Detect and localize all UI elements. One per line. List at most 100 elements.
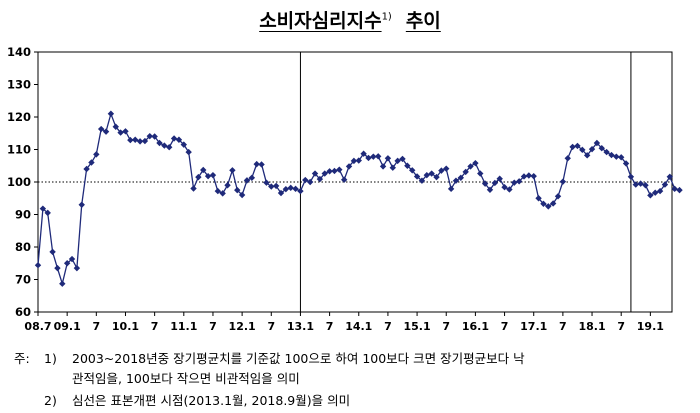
data-point xyxy=(132,136,139,143)
y-tick-label: 100 xyxy=(7,175,31,189)
data-point xyxy=(549,200,557,207)
data-point xyxy=(671,185,678,193)
data-point xyxy=(365,154,372,162)
data-point xyxy=(583,152,591,159)
data-point xyxy=(438,167,445,174)
data-point xyxy=(224,182,231,189)
y-tick-label: 110 xyxy=(7,143,31,157)
data-point xyxy=(297,187,304,195)
data-point xyxy=(263,179,270,186)
data-point xyxy=(462,168,469,176)
data-point xyxy=(141,137,149,145)
data-point xyxy=(506,186,513,193)
x-tick-label: 08.7 xyxy=(24,320,51,333)
data-point xyxy=(311,170,319,177)
data-point xyxy=(569,143,576,151)
data-point xyxy=(467,163,474,170)
data-point xyxy=(93,151,100,158)
data-point xyxy=(491,179,499,187)
data-point xyxy=(384,155,392,162)
vertical-markers-group xyxy=(299,52,632,312)
data-point xyxy=(175,136,183,143)
data-point xyxy=(399,155,406,163)
data-point xyxy=(219,190,226,197)
x-tick-label: 7 xyxy=(384,320,392,333)
data-point xyxy=(88,159,95,166)
data-point xyxy=(642,182,649,189)
data-point xyxy=(170,135,178,142)
data-point xyxy=(127,136,134,144)
data-point xyxy=(331,167,338,175)
footnote-1: 주: 1) 2003~2018년중 장기평균치를 기준값 100으로 하여 100보… xyxy=(14,348,525,367)
x-tick-label: 11.1 xyxy=(170,320,197,333)
data-point xyxy=(282,185,290,193)
data-point xyxy=(486,186,494,193)
data-point xyxy=(447,185,455,193)
data-point xyxy=(39,205,47,212)
data-point xyxy=(107,110,115,117)
data-point xyxy=(375,153,382,160)
data-point xyxy=(200,166,207,174)
data-point xyxy=(258,161,265,168)
data-point xyxy=(68,255,76,263)
x-tick-label: 7 xyxy=(326,320,334,333)
data-point xyxy=(656,187,664,195)
data-point xyxy=(477,170,484,177)
data-point xyxy=(326,168,333,175)
x-tick-label: 7 xyxy=(501,320,509,333)
data-point xyxy=(287,184,294,192)
data-point xyxy=(409,167,416,174)
data-point xyxy=(413,173,421,180)
data-point xyxy=(647,192,654,199)
data-point xyxy=(190,185,197,192)
chart-title-suffix: 추이 xyxy=(405,10,441,32)
data-point xyxy=(666,173,673,180)
data-point xyxy=(481,180,489,187)
x-tick-label: 16.1 xyxy=(462,320,489,333)
x-tick-label: 17.1 xyxy=(520,320,547,333)
x-tick-label: 14.1 xyxy=(345,320,372,333)
data-point xyxy=(574,142,581,150)
data-point xyxy=(345,163,353,170)
data-point xyxy=(214,187,222,195)
data-point xyxy=(161,142,168,149)
data-point xyxy=(195,173,202,181)
footnote-label: 주: xyxy=(14,351,30,366)
data-point xyxy=(379,163,387,170)
y-tick-label: 70 xyxy=(15,273,31,287)
data-point xyxy=(452,177,460,184)
data-point xyxy=(340,176,348,183)
data-point xyxy=(598,145,605,152)
data-point xyxy=(44,209,51,217)
data-point xyxy=(350,157,358,165)
data-point xyxy=(593,139,601,147)
data-point xyxy=(428,170,435,177)
data-point xyxy=(78,201,85,208)
data-point xyxy=(306,178,314,186)
data-point xyxy=(97,125,105,133)
data-point xyxy=(248,174,256,181)
data-point xyxy=(622,160,630,167)
x-tick-label: 13.1 xyxy=(287,320,314,333)
data-point xyxy=(112,123,119,130)
data-point xyxy=(457,174,465,181)
data-point xyxy=(608,151,615,159)
data-point xyxy=(603,148,610,156)
footnote-text-continued: 관적임을, 100보다 작으면 비관적임을 의미 xyxy=(72,371,300,386)
data-point xyxy=(355,157,362,164)
data-point xyxy=(156,139,163,147)
data-point xyxy=(204,172,212,180)
data-point xyxy=(151,133,158,140)
x-tick-label: 7 xyxy=(617,320,625,333)
data-point xyxy=(520,173,528,180)
y-tick-label: 140 xyxy=(7,45,31,59)
y-tick-label: 90 xyxy=(15,208,31,222)
data-point xyxy=(564,155,571,162)
footnote-number: 2) xyxy=(44,393,57,408)
x-tick-label: 7 xyxy=(151,320,159,333)
data-point xyxy=(404,162,411,169)
data-point xyxy=(136,138,144,145)
data-point xyxy=(394,157,401,165)
data-point xyxy=(501,184,508,191)
